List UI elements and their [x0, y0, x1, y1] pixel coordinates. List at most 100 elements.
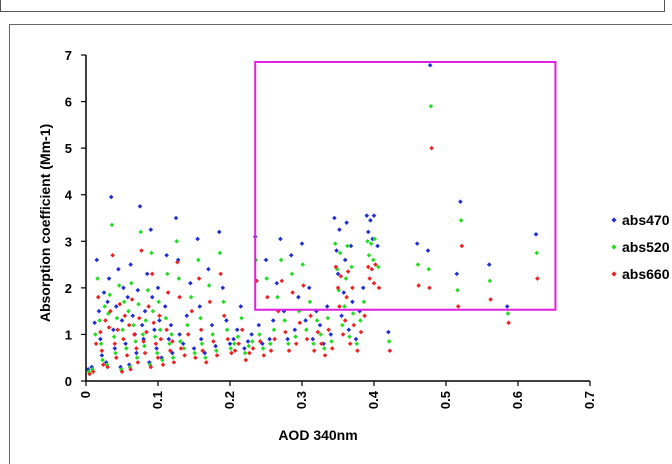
- data-point-abs520: [138, 229, 144, 235]
- data-point-abs520: [505, 311, 511, 316]
- data-point-abs520: [100, 357, 105, 363]
- data-point-abs660: [345, 269, 351, 274]
- data-point-abs520: [127, 364, 133, 370]
- data-point-abs470: [364, 213, 370, 218]
- data-point-abs520: [214, 348, 219, 354]
- data-point-abs520: [97, 318, 102, 323]
- data-point-abs660: [119, 369, 125, 374]
- data-point-abs470: [249, 332, 254, 337]
- data-point-abs660: [160, 362, 166, 367]
- legend-marker-abs470: [611, 217, 617, 223]
- data-point-abs470: [368, 218, 373, 223]
- data-point-abs470: [234, 327, 240, 333]
- data-point-abs660: [247, 350, 252, 356]
- data-point-abs660: [139, 248, 144, 253]
- data-point-abs520: [264, 276, 270, 281]
- data-point-abs470: [94, 257, 100, 263]
- data-point-abs470: [346, 327, 352, 333]
- data-point-abs660: [326, 327, 331, 333]
- chart-frame: [9, 24, 672, 464]
- data-point-abs520: [174, 238, 180, 244]
- data-point-abs660: [126, 322, 132, 328]
- data-point-abs660: [203, 360, 209, 365]
- data-point-abs470: [486, 262, 492, 267]
- data-point-abs520: [354, 341, 360, 347]
- data-point-abs520: [131, 322, 136, 328]
- data-point-abs660: [189, 308, 195, 314]
- data-point-abs470: [341, 290, 347, 295]
- data-point-abs660: [416, 283, 421, 288]
- data-point-abs660: [297, 320, 303, 326]
- data-point-abs660: [99, 348, 105, 354]
- data-point-abs520: [106, 311, 111, 316]
- data-point-abs520: [278, 257, 284, 263]
- data-point-abs660: [290, 290, 295, 295]
- data-point-abs660: [175, 259, 180, 265]
- x-tick-label: 0.5: [438, 391, 453, 409]
- data-point-abs470: [427, 62, 433, 68]
- data-point-abs520: [163, 315, 169, 321]
- data-point-abs520: [271, 327, 277, 333]
- data-point-abs470: [306, 285, 312, 291]
- data-point-abs470: [101, 290, 107, 295]
- data-point-abs660: [196, 276, 202, 281]
- data-point-abs520: [192, 350, 198, 356]
- data-point-abs520: [239, 315, 244, 321]
- data-point-abs520: [198, 315, 203, 321]
- legend-label-abs660: abs660: [622, 266, 670, 282]
- data-point-abs660: [315, 329, 321, 335]
- data-point-abs660: [333, 264, 339, 270]
- data-point-abs520: [149, 250, 154, 256]
- data-point-abs520: [102, 304, 108, 309]
- data-point-abs470: [504, 304, 510, 309]
- data-point-abs520: [185, 322, 190, 328]
- data-point-abs660: [177, 294, 182, 300]
- data-point-abs660: [148, 364, 154, 370]
- data-point-abs520: [311, 341, 316, 347]
- data-point-abs520: [361, 299, 367, 305]
- data-point-abs660: [218, 271, 223, 277]
- data-point-abs660: [329, 346, 335, 351]
- data-point-abs520: [307, 299, 313, 305]
- data-point-abs520: [98, 341, 104, 347]
- plot-points: [85, 62, 540, 377]
- data-point-abs660: [207, 299, 213, 305]
- data-point-abs520: [120, 327, 126, 333]
- data-point-abs660: [506, 320, 511, 326]
- data-point-abs520: [124, 346, 129, 351]
- data-point-abs520: [275, 294, 280, 300]
- data-point-abs520: [116, 283, 122, 288]
- data-point-abs470: [135, 287, 141, 293]
- data-point-abs470: [303, 318, 308, 323]
- x-tick-label: 0.6: [510, 391, 525, 409]
- y-tick-label: 5: [65, 141, 72, 156]
- data-point-abs660: [229, 350, 234, 356]
- data-point-abs470: [162, 304, 168, 309]
- data-point-abs660: [355, 348, 360, 354]
- data-point-abs520: [350, 311, 356, 316]
- y-tick-label: 2: [65, 281, 72, 296]
- data-point-abs520: [246, 343, 252, 349]
- x-tick-label: 0.7: [582, 391, 597, 409]
- data-point-abs520: [289, 271, 295, 277]
- data-point-abs520: [107, 292, 113, 298]
- data-point-abs660: [93, 341, 99, 347]
- data-point-abs660: [112, 341, 118, 347]
- data-point-abs470: [288, 252, 294, 258]
- data-point-abs660: [304, 336, 310, 342]
- data-point-abs520: [347, 334, 352, 340]
- data-point-abs470: [342, 257, 348, 263]
- data-point-abs520: [428, 103, 434, 109]
- data-point-abs660: [129, 297, 135, 302]
- data-point-abs660: [158, 336, 164, 342]
- data-point-abs660: [211, 339, 216, 344]
- data-point-abs520: [140, 332, 146, 337]
- data-point-abs660: [371, 280, 377, 286]
- data-point-abs660: [427, 285, 432, 291]
- data-point-abs520: [250, 339, 255, 344]
- data-point-abs520: [188, 294, 194, 300]
- data-point-abs660: [106, 325, 112, 330]
- data-point-abs660: [254, 278, 259, 284]
- data-point-abs660: [535, 276, 540, 281]
- data-point-abs520: [365, 238, 370, 244]
